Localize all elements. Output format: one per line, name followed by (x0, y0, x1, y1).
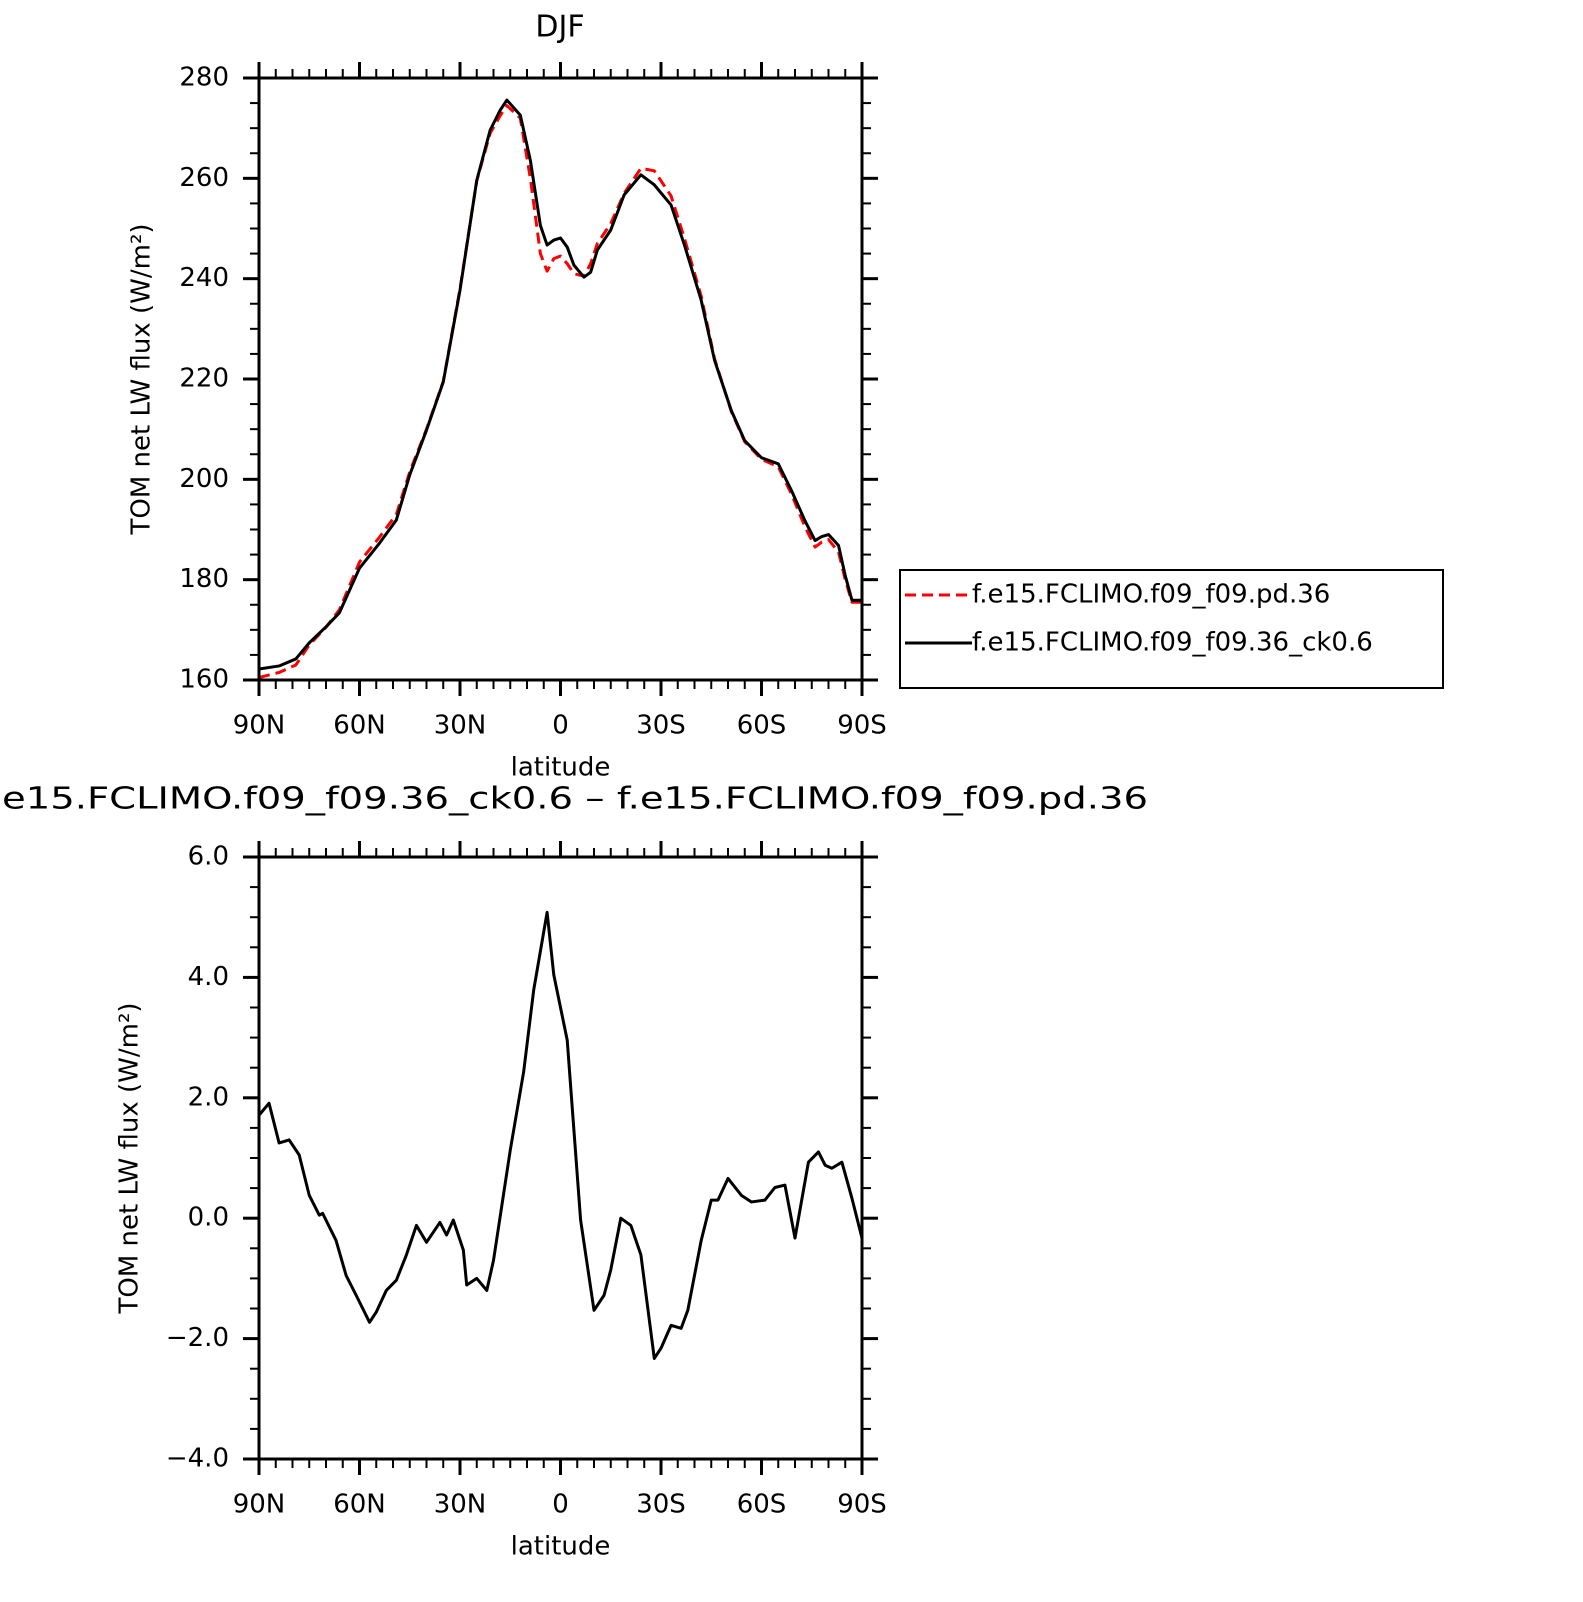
legend-label: f.e15.FCLIMO.f09_f09.36_ck0.6 (972, 628, 1373, 658)
data-line (259, 910, 862, 1360)
y-tick-label: −2.0 (166, 1323, 229, 1353)
x-axis-label: latitude (511, 1532, 611, 1562)
x-tick-label: 60N (333, 1490, 386, 1520)
y-axis-label: TOM net LW flux (W/m²) (127, 223, 157, 535)
y-tick-label: −4.0 (166, 1444, 229, 1474)
x-tick-label: 60S (737, 711, 787, 741)
chart-title: DJF (535, 10, 584, 45)
y-tick-label: 2.0 (188, 1082, 229, 1112)
chart-title: e15.FCLIMO.f09_f09.36_ck0.6 – f.e15.FCLI… (2, 782, 1148, 817)
x-tick-label: 30S (636, 711, 686, 741)
legend-box (899, 569, 1444, 689)
y-tick-label: 6.0 (188, 842, 229, 872)
x-tick-label: 30N (434, 1490, 487, 1520)
x-tick-label: 60N (333, 711, 386, 741)
x-tick-label: 90S (837, 711, 887, 741)
y-tick-label: 240 (179, 263, 229, 293)
x-tick-label: 90N (233, 711, 286, 741)
x-tick-label: 90S (837, 1490, 887, 1520)
y-tick-label: 220 (179, 364, 229, 394)
x-tick-label: 30N (434, 711, 487, 741)
y-tick-label: 4.0 (188, 962, 229, 992)
y-tick-label: 0.0 (188, 1203, 229, 1233)
plot-frame (257, 855, 864, 1461)
x-tick-label: 90N (233, 1490, 286, 1520)
data-line (259, 104, 862, 679)
x-tick-label: 0 (552, 1490, 569, 1520)
y-tick-label: 260 (179, 163, 229, 193)
y-tick-label: 160 (179, 665, 229, 695)
x-axis-label: latitude (511, 753, 611, 783)
y-tick-label: 280 (179, 63, 229, 93)
legend-label: f.e15.FCLIMO.f09_f09.pd.36 (972, 580, 1330, 610)
x-tick-label: 60S (737, 1490, 787, 1520)
y-tick-label: 200 (179, 464, 229, 494)
x-tick-label: 30S (636, 1490, 686, 1520)
y-tick-label: 180 (179, 564, 229, 594)
data-line (259, 98, 862, 671)
x-tick-label: 0 (552, 711, 569, 741)
y-axis-label: TOM net LW flux (W/m²) (115, 1002, 145, 1314)
